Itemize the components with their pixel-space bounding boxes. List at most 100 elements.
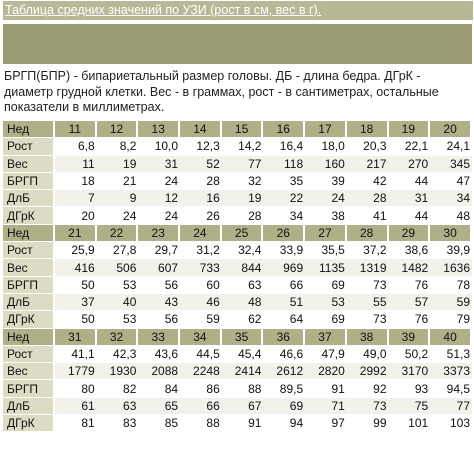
table-cell: 41 — [346, 207, 389, 225]
table-cell: 59 — [430, 293, 472, 312]
week-number: 18 — [346, 121, 389, 139]
table-cell: 50 — [55, 311, 97, 329]
table-cell: 28 — [221, 207, 264, 225]
week-number: 20 — [430, 121, 472, 139]
table-row: ДлБ 61 63 65 66 67 69 71 73 75 77 — [3, 397, 472, 416]
table-cell: 20 — [55, 207, 97, 225]
week-number: 21 — [55, 224, 97, 243]
table-cell: 16,4 — [263, 138, 306, 156]
week-header-label: Нед — [3, 224, 55, 243]
table-cell: 71 — [305, 397, 347, 416]
table-cell: 59 — [180, 311, 222, 329]
ultrasound-table: Нед 11 12 13 14 15 16 17 18 19 20 Рост 6,8 8,2 10,0 12,… — [3, 121, 472, 433]
table-cell: 46 — [180, 293, 222, 312]
table-cell: 83 — [96, 415, 139, 433]
week-number: 19 — [388, 121, 431, 139]
table-cell: 27,8 — [96, 242, 139, 260]
table-row: Рост 6,8 8,2 10,0 12,3 14,2 16,4 18,0 20,3 22,1 24… — [3, 138, 472, 156]
table-cell: 34 — [263, 207, 306, 225]
table-row: Рост 41,1 42,3 43,6 44,5 45,4 46,6 47,9 49,0 50,2… — [3, 345, 472, 364]
table-cell: 94 — [263, 415, 306, 433]
table-cell: 53 — [96, 277, 139, 294]
table-cell: 56 — [138, 277, 181, 294]
page-title[interactable]: Таблица средних значений по УЗИ (рост в … — [3, 1, 473, 20]
table-row: Вес 416 506 607 733 844 969 1135 1319 1482 1636 — [3, 259, 472, 277]
table-cell: 37,2 — [346, 242, 389, 260]
table-cell: 52 — [180, 155, 222, 173]
table-cell: 42,3 — [96, 346, 139, 364]
table-cell: 66 — [180, 397, 222, 416]
week-number: 13 — [138, 121, 181, 139]
table-cell: 7 — [55, 190, 97, 208]
table-cell: 9 — [96, 190, 139, 208]
week-number: 12 — [96, 121, 139, 139]
table-cell: 53 — [305, 293, 347, 312]
row-label: Рост — [3, 345, 55, 364]
table-cell: 22 — [263, 190, 306, 208]
table-cell: 51 — [263, 293, 306, 312]
week-number: 39 — [388, 328, 431, 346]
table-cell: 26 — [180, 207, 222, 225]
table-cell: 1319 — [346, 259, 389, 277]
table-cell: 31 — [388, 190, 431, 208]
week-header-label: Нед — [3, 121, 55, 139]
week-number: 25 — [221, 224, 264, 243]
table-cell: 1482 — [388, 259, 431, 277]
table-row: ДГрК 50 53 56 59 62 64 69 73 76 79 — [3, 311, 472, 329]
table-cell: 63 — [96, 397, 139, 416]
table-cell: 345 — [430, 155, 472, 173]
week-header-row: Нед 31 32 33 34 35 36 37 38 39 40 — [3, 328, 472, 346]
table-cell: 81 — [55, 415, 97, 433]
table-cell: 416 — [55, 259, 97, 277]
table-cell: 77 — [221, 155, 264, 173]
table-cell: 24 — [138, 173, 181, 191]
table-row: ДГрК 81 83 85 88 91 94 97 99 101 103 — [3, 415, 472, 433]
table-row: Вес 1779 1930 2088 2248 2414 2612 2820 2992 3170 3… — [3, 363, 472, 381]
week-number: 11 — [55, 121, 97, 139]
table-cell: 29,7 — [138, 242, 181, 260]
table-cell: 34 — [430, 190, 472, 208]
table-cell: 3170 — [388, 363, 431, 381]
table-cell: 86 — [180, 380, 222, 398]
table-cell: 69 — [305, 277, 347, 294]
week-number: 24 — [180, 224, 222, 243]
table-cell: 217 — [346, 155, 389, 173]
row-label: Рост — [3, 242, 55, 260]
week-header-label: Нед — [3, 328, 55, 346]
table-cell: 38 — [305, 207, 347, 225]
table-row: БРГП 18 21 24 28 32 35 39 42 44 47 — [3, 172, 472, 191]
table-cell: 76 — [388, 311, 431, 329]
table-cell: 607 — [138, 259, 181, 277]
table-cell: 91 — [305, 380, 347, 398]
table-cell: 51,3 — [430, 346, 472, 364]
table-cell: 94,5 — [430, 380, 472, 398]
table-cell: 77 — [430, 397, 472, 416]
table-cell: 88 — [221, 380, 264, 398]
row-label: Вес — [3, 259, 55, 277]
table-cell: 56 — [138, 311, 181, 329]
table-cell: 44 — [388, 173, 431, 191]
week-number: 28 — [346, 224, 389, 243]
table-cell: 55 — [346, 293, 389, 312]
table-cell: 16 — [180, 190, 222, 208]
table-cell: 43,6 — [138, 346, 181, 364]
table-cell: 20,3 — [346, 138, 389, 156]
week-number: 40 — [430, 328, 472, 346]
table-cell: 53 — [96, 311, 139, 329]
table-cell: 733 — [180, 259, 222, 277]
week-number: 27 — [305, 224, 347, 243]
week-number: 33 — [138, 328, 181, 346]
table-cell: 24,1 — [430, 138, 472, 156]
table-row: ДГрК 20 24 24 26 28 34 38 41 44 48 — [3, 207, 472, 225]
table-cell: 44,5 — [180, 346, 222, 364]
table-cell: 73 — [346, 311, 389, 329]
week-number: 37 — [305, 328, 347, 346]
table-cell: 84 — [138, 380, 181, 398]
table-cell: 62 — [221, 311, 264, 329]
week-number: 23 — [138, 224, 181, 243]
table-cell: 61 — [55, 397, 97, 416]
table-cell: 14,2 — [221, 138, 264, 156]
table-cell: 38,6 — [388, 242, 431, 260]
table-cell: 47,9 — [305, 346, 347, 364]
table-cell: 12 — [138, 190, 181, 208]
